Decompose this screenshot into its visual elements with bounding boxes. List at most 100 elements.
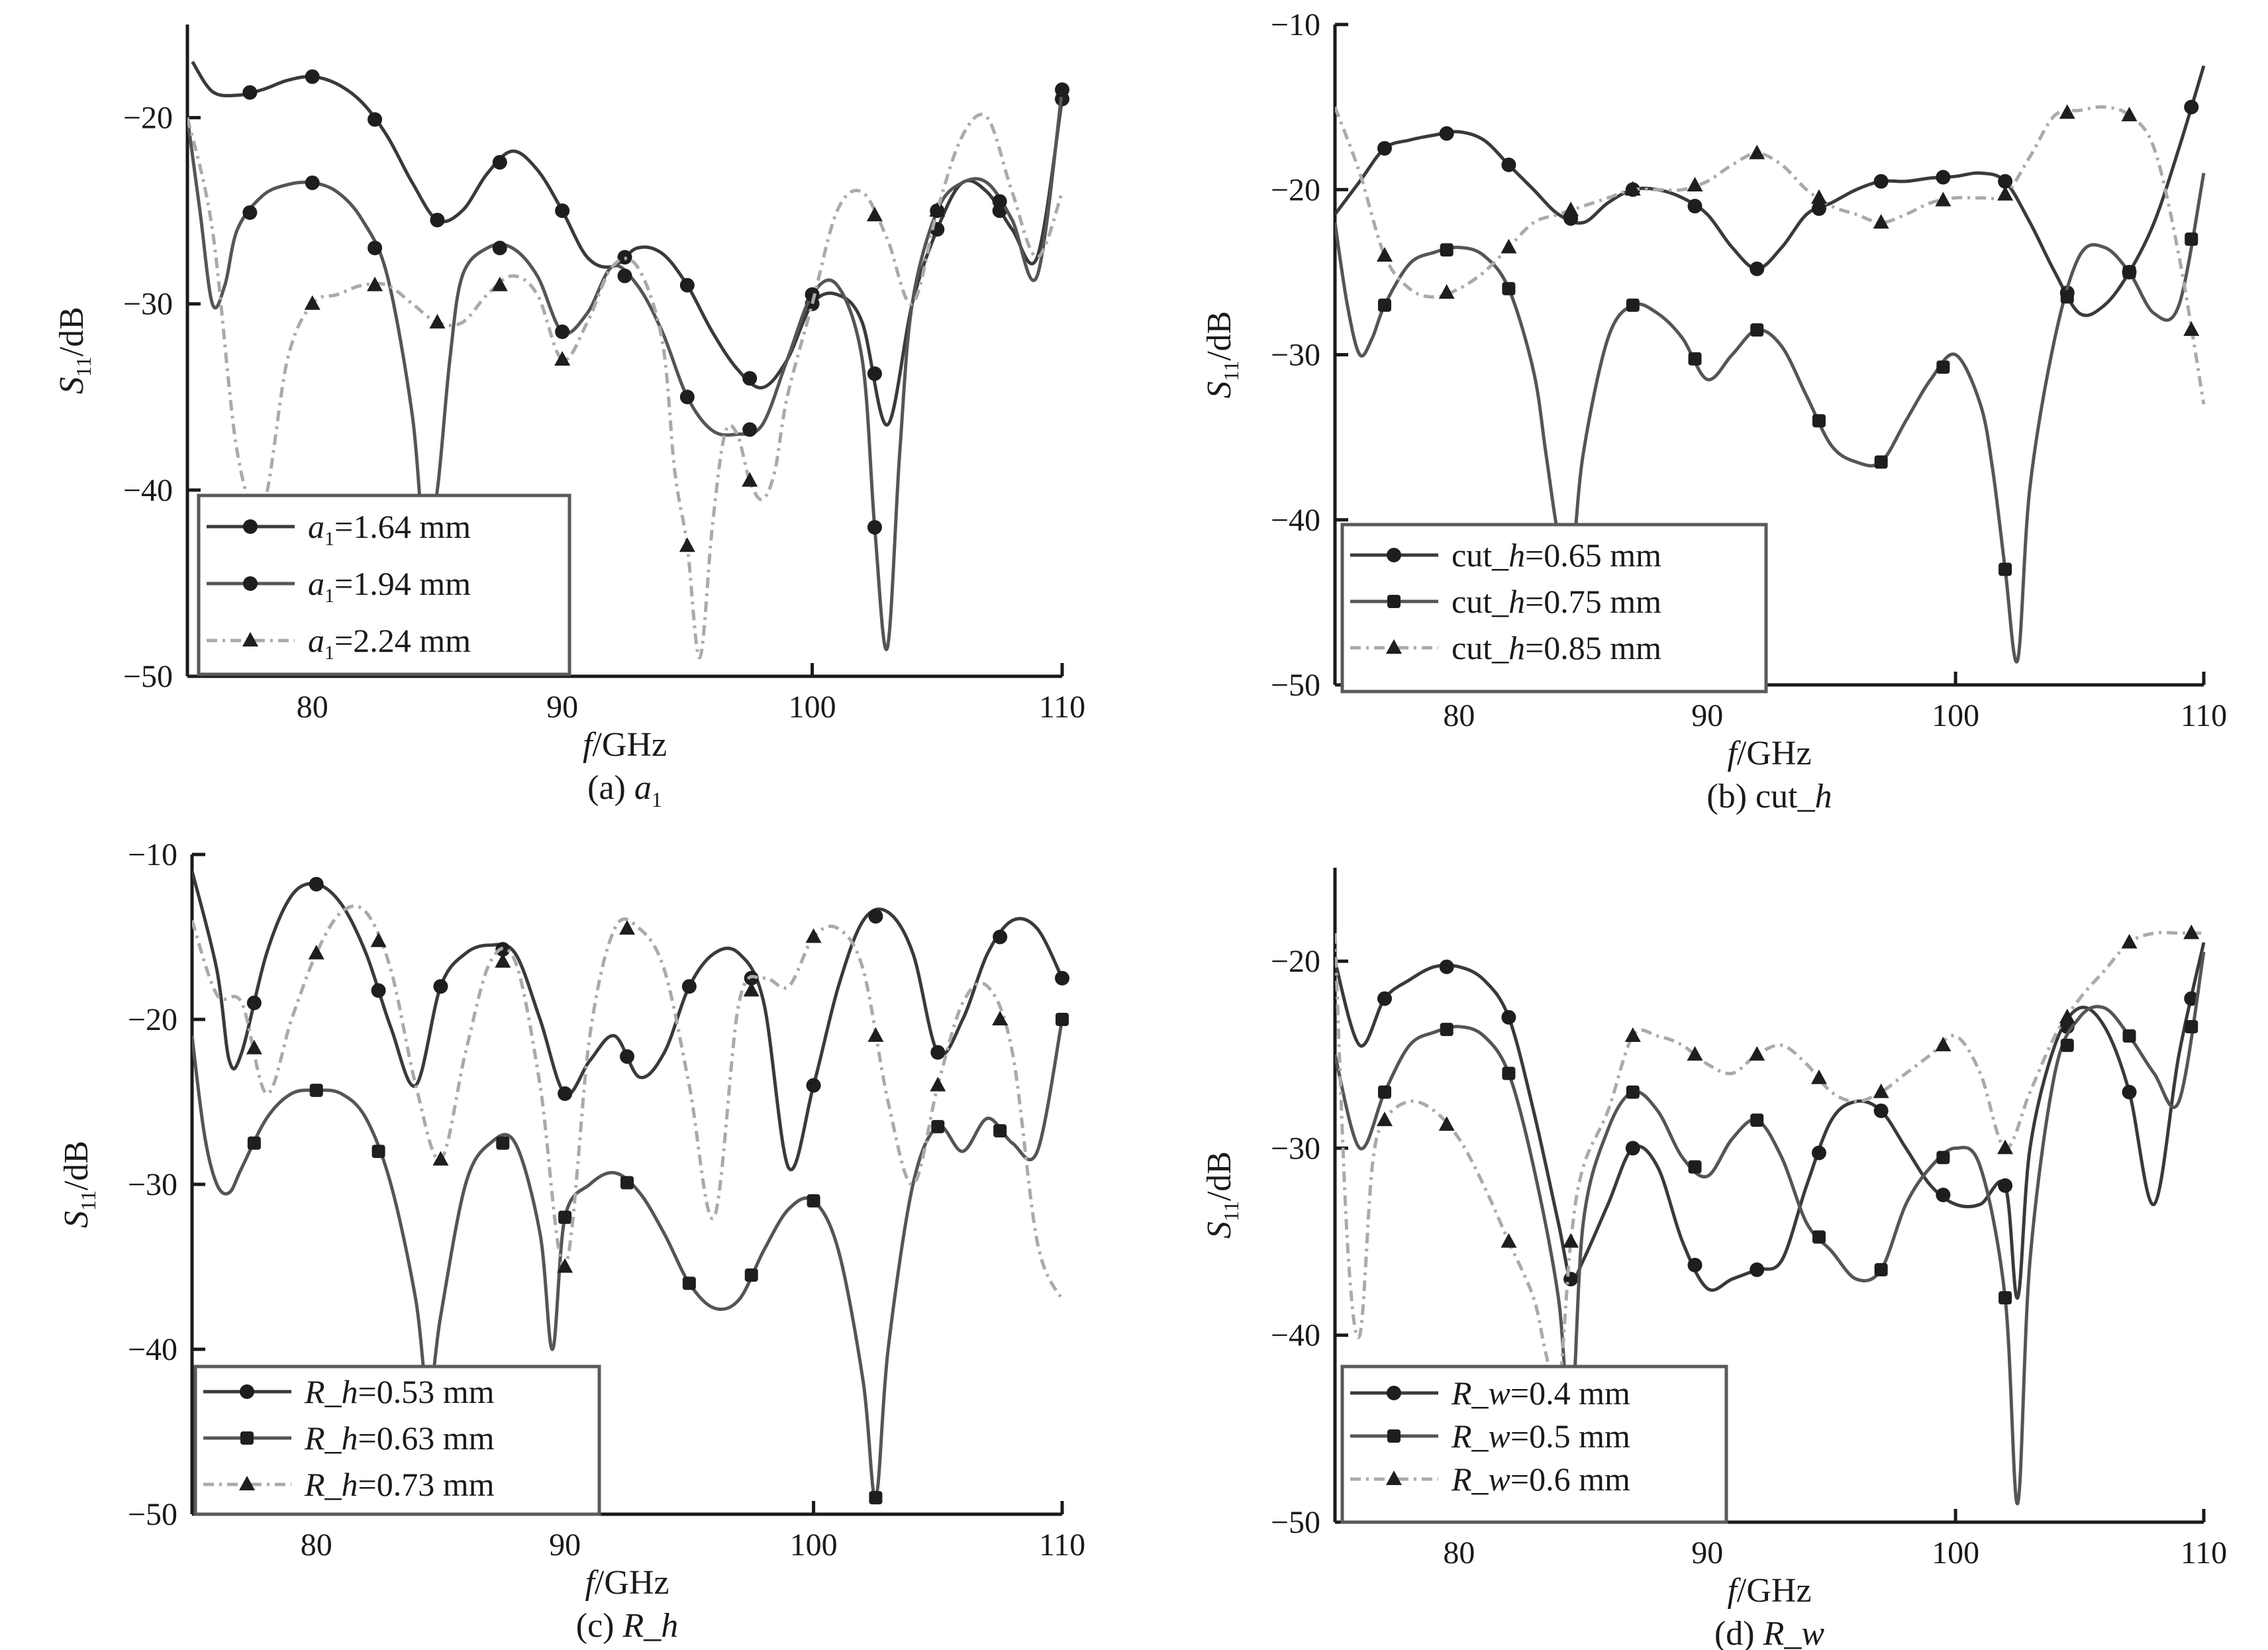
legend-marker (1386, 1470, 1402, 1485)
data-point (247, 1136, 261, 1150)
panel-caption: (c) R_h (576, 1607, 678, 1645)
data-point (1749, 144, 1765, 160)
data-point (2183, 924, 2200, 939)
legend-label: R_w=0.5 mm (1451, 1418, 1630, 1455)
data-point (1874, 455, 1888, 469)
data-point (930, 1076, 946, 1092)
data-point (1998, 562, 2012, 576)
series-line (1335, 942, 2206, 1300)
x-tick-label: 110 (2181, 698, 2227, 733)
data-point (1812, 414, 1826, 428)
data-point (1055, 970, 1069, 986)
legend-label: a1=2.24 mm (308, 622, 471, 664)
y-tick-label: −50 (128, 1497, 177, 1532)
data-point (1563, 201, 1579, 217)
y-axis-label: S11/dB (53, 307, 95, 394)
data-point (495, 953, 511, 968)
data-point (429, 313, 446, 329)
data-point (367, 276, 383, 291)
legend-label: cut_h=0.85 mm (1452, 629, 1661, 666)
data-point (1687, 177, 1703, 192)
data-point (742, 472, 758, 487)
data-point (1439, 126, 1454, 141)
series-1 (1335, 942, 2206, 1300)
data-point (305, 69, 320, 84)
x-tick-label: 100 (1932, 1535, 1979, 1571)
series-1 (191, 60, 1069, 427)
data-point (2122, 1029, 2136, 1043)
legend: cut_h=0.65 mm cut_h=0.75 mm cut_h=0.85 mm (1340, 523, 1768, 694)
legend-marker (1387, 595, 1401, 608)
y-tick-label: −30 (128, 1167, 177, 1202)
data-point (1687, 1257, 1702, 1272)
data-point (929, 202, 946, 217)
data-point (2060, 290, 2074, 304)
y-axis-label: S11/dB (1201, 311, 1243, 399)
x-tick-label: 80 (1443, 1535, 1475, 1571)
data-point (242, 205, 258, 220)
data-point (433, 979, 448, 994)
data-point (2122, 265, 2136, 279)
data-point (305, 175, 320, 190)
data-point (993, 929, 1008, 945)
x-tick-label: 100 (1932, 698, 1979, 733)
data-point (620, 1049, 634, 1064)
data-point (869, 1491, 883, 1505)
data-point (432, 1151, 449, 1166)
data-point (496, 1136, 510, 1150)
data-point (2122, 1084, 2137, 1100)
data-point (866, 207, 883, 222)
x-axis-label: f/GHz (1727, 1572, 1811, 1610)
data-point (304, 295, 320, 310)
data-point (1998, 174, 2013, 189)
data-point (620, 1176, 634, 1190)
data-point (930, 1045, 946, 1060)
series-line (1335, 65, 2206, 317)
data-point (492, 155, 507, 170)
data-point (1936, 1151, 1950, 1164)
data-point (1377, 298, 1391, 312)
data-point (1440, 243, 1454, 257)
data-point (370, 932, 387, 947)
data-point (246, 996, 262, 1011)
data-point (679, 278, 695, 293)
y-tick-label: −10 (128, 837, 177, 872)
data-point (1688, 352, 1702, 366)
legend-label: R_w=0.4 mm (1451, 1374, 1630, 1412)
legend-marker (243, 519, 258, 534)
data-point (491, 276, 508, 291)
x-tick-label: 100 (790, 1527, 838, 1563)
data-point (993, 1124, 1007, 1138)
legend-marker (1386, 639, 1402, 654)
data-point (867, 366, 882, 382)
series-3 (192, 904, 1064, 1301)
y-tick-label: −20 (128, 1002, 177, 1037)
data-point (371, 983, 386, 998)
data-point (867, 520, 882, 535)
data-point (1624, 1027, 1641, 1043)
data-point (679, 389, 695, 405)
y-tick-label: −40 (1271, 503, 1320, 538)
series-3 (1335, 924, 2204, 1398)
data-point (1377, 991, 1392, 1006)
legend-box (1340, 523, 1768, 694)
legend: R_h=0.53 mm R_h=0.63 mm R_h=0.73 mm (193, 1365, 601, 1516)
data-point (1502, 282, 1516, 295)
legend-marker (240, 1431, 254, 1445)
series-2 (192, 1013, 1069, 1505)
data-point (743, 982, 760, 997)
data-point (681, 979, 697, 994)
data-point (1935, 1037, 1951, 1052)
legend-label: cut_h=0.65 mm (1452, 537, 1661, 574)
data-point (2121, 933, 2138, 949)
x-tick-label: 110 (1039, 690, 1085, 725)
y-axis-label: S11/dB (1201, 1151, 1243, 1239)
legend-label: cut_h=0.75 mm (1452, 583, 1661, 620)
data-point (1438, 284, 1455, 299)
panel-caption: (b) cut_h (1706, 778, 1832, 815)
data-point (742, 371, 758, 386)
data-point (807, 1194, 820, 1208)
panel-caption: (a) a1 (587, 769, 662, 811)
y-tick-label: −20 (1271, 944, 1320, 979)
